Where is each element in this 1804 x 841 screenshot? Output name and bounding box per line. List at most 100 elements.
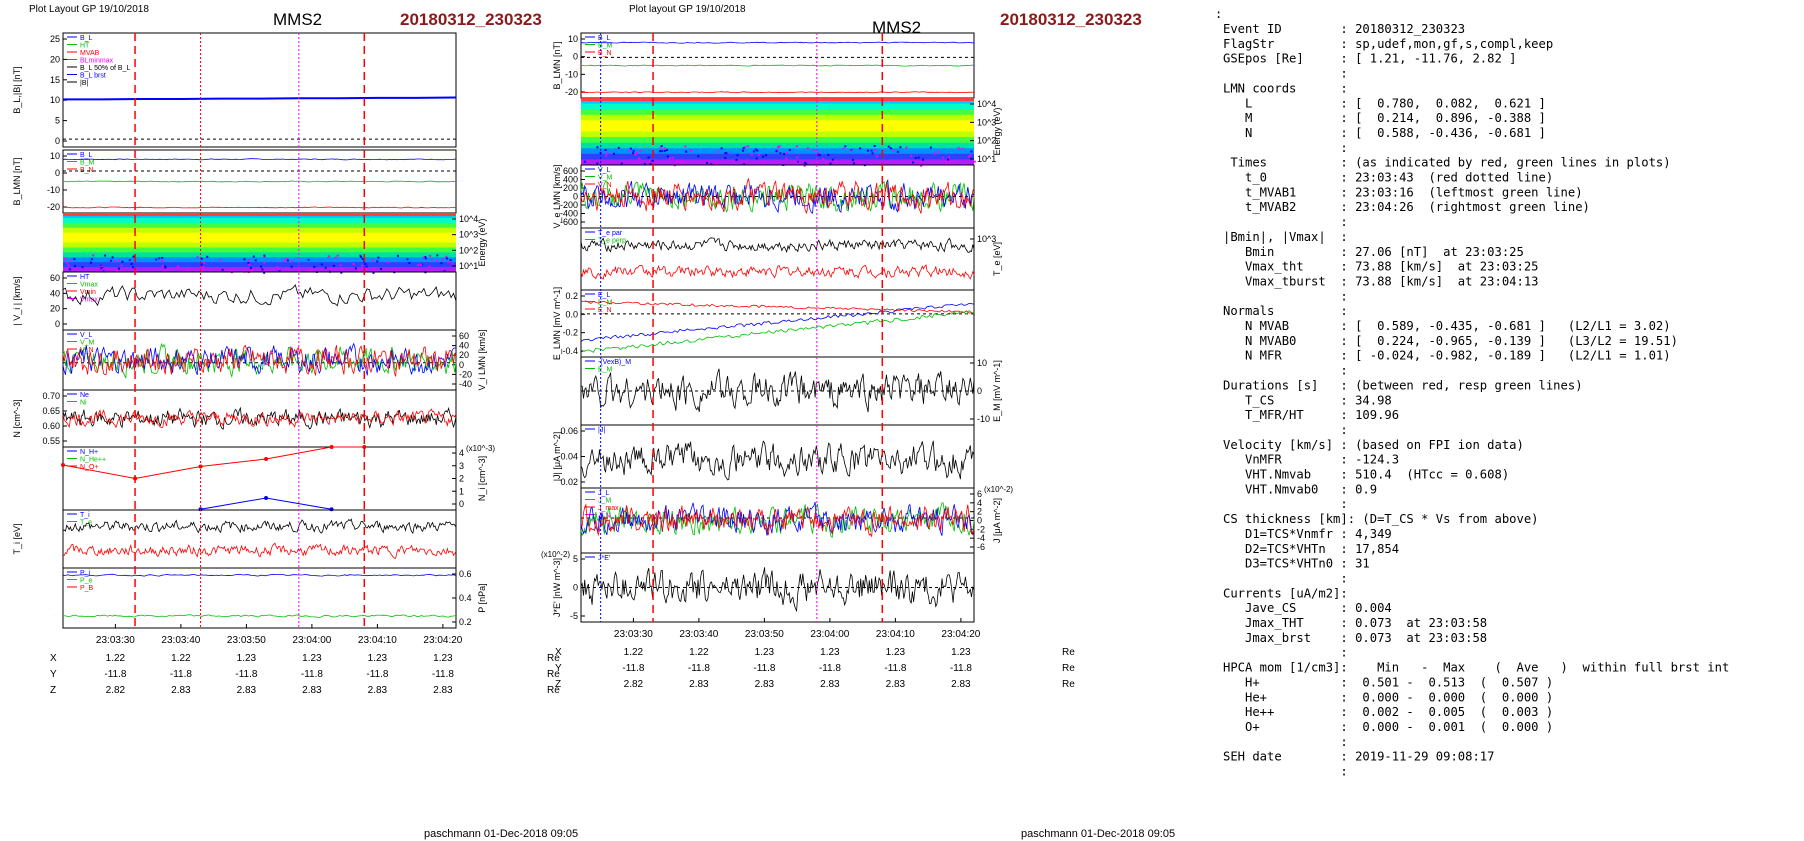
data-trace (62, 206, 457, 209)
info-line: Normals : (1223, 304, 1348, 318)
spectrogram-speck (807, 147, 810, 150)
y-tick-label: 0 (573, 583, 578, 593)
data-trace (580, 302, 975, 343)
y-tick-label: 200 (563, 183, 578, 193)
info-line: : (1223, 765, 1348, 779)
y-tick-label: 4 (977, 498, 982, 508)
spectrogram-speck (632, 149, 635, 152)
legend-entry: V_L (598, 167, 611, 174)
info-line: t_MVAB1 : 23:03:16 (leftmost green line) (1223, 185, 1583, 199)
spectrogram-speck (117, 267, 120, 270)
spectrogram-speck (290, 260, 293, 263)
spectrogram-speck (285, 257, 288, 260)
orbit-value: -11.8 (170, 669, 192, 680)
y-axis-label: P [nPa] (477, 583, 487, 612)
info-line: : (1223, 571, 1348, 585)
spectrogram-speck (128, 259, 131, 262)
spectrogram-speck (221, 268, 224, 271)
spectrogram-speck (165, 268, 168, 271)
info-line: D3=TCS*VHTn0 : 31 (1223, 557, 1370, 571)
spectrogram-speck (643, 163, 646, 166)
legend-entry: V_N (598, 182, 612, 189)
spectrogram-speck (765, 154, 768, 157)
orbit-row-label: X (50, 653, 57, 664)
legend-entry: V_M (598, 175, 613, 182)
info-line: : (1223, 215, 1348, 229)
spectrogram-speck (101, 268, 104, 271)
spectrogram-speck (599, 151, 602, 154)
orbit-value: -11.8 (301, 669, 323, 680)
y-tick-label: -20 (565, 87, 578, 97)
info-line: Jmax_THT : 0.073 at 23:03:58 (1223, 616, 1487, 630)
spectrogram-speck (339, 264, 342, 267)
legend-entry: N_O+ (80, 464, 98, 471)
left-footer: paschmann 01-Dec-2018 09:05 (424, 828, 578, 840)
spectrogram-speck (320, 263, 323, 266)
data-point (61, 463, 65, 467)
legend-entry: |J| (598, 427, 605, 434)
info-line: Times : (as indicated by red, green line… (1223, 156, 1671, 170)
y-tick-label: 0 (459, 499, 464, 509)
spectrogram-band (581, 125, 974, 132)
spectrogram-speck (663, 147, 666, 150)
y-tick-label: 60 (459, 331, 469, 341)
spectrogram-speck (446, 257, 449, 260)
y-tick-label: 0 (55, 168, 60, 178)
legend-entry: HT (80, 43, 90, 50)
orbit-value: 2.83 (689, 679, 709, 690)
orbit-value: 1.23 (951, 647, 971, 658)
legend-entry: B_L (598, 35, 611, 42)
spectrogram-speck (874, 149, 877, 152)
right-panel-em: 10 0 -10 E_M [mV m^-1] -(VexB)_ME_M (580, 356, 1002, 426)
spectrogram-speck (436, 259, 439, 262)
info-line: M : [ 0.214, 0.896, -0.388 ] (1223, 111, 1546, 125)
y-tick-label: 10 (50, 95, 60, 105)
spectrogram-speck (675, 160, 678, 163)
data-trace (580, 64, 975, 67)
spectrogram-speck (632, 152, 635, 155)
spectrogram-speck (746, 145, 749, 148)
spectrogram-speck (583, 160, 586, 163)
y-tick-label: 0 (55, 319, 60, 329)
y-tick-label: 0.06 (560, 426, 578, 436)
spectrogram-band (581, 114, 974, 121)
spectrogram-speck (849, 149, 852, 152)
x-tick-label: 23:04:10 (358, 635, 397, 646)
info-line: Durations [s] : (between red, resp green… (1223, 378, 1583, 392)
legend-entry: J_max (598, 505, 619, 512)
x-tick-label: 23:04:00 (292, 635, 331, 646)
legend-entry: N_H+ (80, 449, 98, 456)
info-line: : (1223, 364, 1348, 378)
spectrogram-speck (628, 149, 631, 152)
data-point (329, 507, 334, 512)
spectrogram-speck (252, 255, 255, 258)
spectrogram-speck (871, 152, 874, 155)
spectrogram-speck (779, 152, 782, 155)
legend-entry: Vmax (80, 297, 98, 304)
spectrogram-speck (596, 146, 599, 149)
spectrogram-speck (710, 163, 713, 166)
x-tick-label: 23:04:10 (876, 629, 915, 640)
y-tick-label: 600 (563, 166, 578, 176)
spectrogram-band (63, 252, 456, 258)
orbit-value: 1.23 (886, 647, 906, 658)
orbit-value: 2.82 (624, 679, 644, 690)
spectrogram-speck (684, 145, 687, 148)
legend-entry: |B| (80, 80, 88, 87)
spectrogram-speck (290, 265, 293, 268)
y-tick-label: 20 (50, 54, 60, 64)
spectrogram-speck (161, 259, 164, 262)
legend-entry: HT (80, 274, 90, 281)
spectrogram-speck (969, 154, 972, 157)
spectrogram-speck (359, 254, 362, 257)
spectrogram-speck (261, 268, 264, 271)
info-line: T_CS : 34.98 (1223, 393, 1392, 407)
data-trace (62, 406, 457, 430)
spectrogram-speck (796, 156, 799, 159)
y-tick-label: -20 (459, 369, 472, 379)
spectrogram-speck (395, 268, 398, 271)
spectrogram-speck (247, 259, 250, 262)
spectrogram-speck (853, 162, 856, 165)
legend-entry: T_e par (598, 230, 623, 237)
